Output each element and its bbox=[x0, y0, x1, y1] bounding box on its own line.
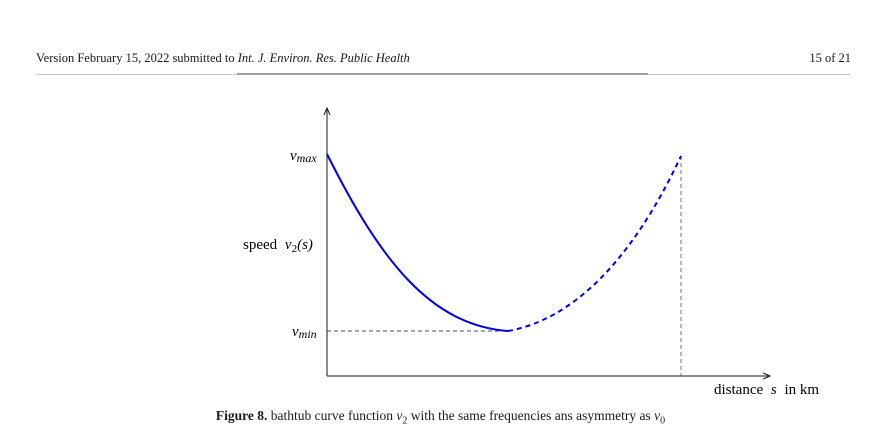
caption-text-before: bathtub curve function bbox=[270, 408, 394, 423]
header-journal: Int. J. Environ. Res. Public Health bbox=[237, 51, 410, 65]
caption-var: v bbox=[396, 408, 403, 423]
x-axis-label: distance s in km bbox=[714, 382, 819, 398]
caption-ref-var: v bbox=[654, 408, 661, 423]
caption-var-sub: 2 bbox=[402, 415, 408, 427]
caption-label: Figure 8. bbox=[215, 408, 268, 423]
caption-ref-sub: 0 bbox=[660, 415, 666, 427]
curve-solid-descent bbox=[326, 153, 509, 332]
figure-caption: Figure 8. bathtub curve function v2 with… bbox=[0, 408, 881, 427]
y-tick-vmax: vmax bbox=[290, 148, 317, 165]
y-tick-vmin: vmin bbox=[292, 324, 317, 341]
caption-text-after: with the same frequencies ans asymmetry … bbox=[410, 408, 651, 423]
header-version-text: Version February 15, 2022 submitted to bbox=[36, 51, 235, 65]
curve-dashed-ascent bbox=[507, 155, 682, 332]
header-page-number: 15 of 21 bbox=[809, 51, 851, 65]
y-axis-label: speed v2(s) bbox=[243, 237, 313, 255]
header-rule-accent bbox=[237, 73, 648, 75]
header-version: Version February 15, 2022 submitted to I… bbox=[36, 51, 410, 66]
page-header: Version February 15, 2022 submitted to I… bbox=[36, 51, 851, 66]
